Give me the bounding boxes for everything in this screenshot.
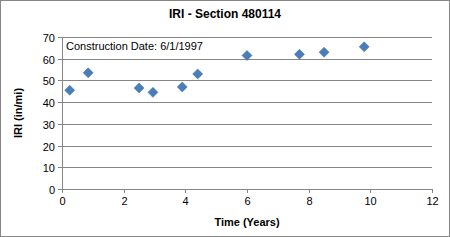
grid-line [62, 37, 432, 38]
y-tick-label: 0 [49, 184, 55, 196]
data-point [134, 83, 144, 93]
y-tick [58, 59, 62, 60]
data-point [148, 87, 158, 97]
x-tick-label: 2 [121, 195, 127, 207]
x-axis-label: Time (Years) [214, 216, 280, 228]
data-point [319, 47, 329, 57]
y-tick [58, 80, 62, 81]
y-tick-label: 30 [43, 119, 55, 131]
chart-container: 0 10 20 30 40 50 60 70 0 2 4 6 8 10 12 IRI - Section 48… [0, 0, 450, 237]
y-tick-label: 70 [43, 32, 55, 44]
y-tick [58, 124, 62, 125]
data-point [359, 42, 369, 52]
data-point [65, 85, 75, 95]
grid-line [62, 167, 432, 168]
grid-line [62, 124, 432, 125]
x-tick-label: 10 [364, 195, 376, 207]
x-tick [432, 189, 433, 193]
grid-line [62, 80, 432, 81]
y-tick [58, 37, 62, 38]
y-tick [58, 146, 62, 147]
y-axis-label: IRI (in/mi) [12, 88, 24, 138]
x-tick-label: 12 [426, 195, 438, 207]
data-point [242, 50, 252, 60]
chart-border [1, 1, 450, 237]
x-axis [62, 189, 432, 190]
y-axis [62, 37, 63, 189]
data-point [193, 69, 203, 79]
chart-title: IRI - Section 480114 [169, 7, 281, 21]
x-tick-label: 0 [59, 195, 65, 207]
annotation: Construction Date: 6/1/1997 [66, 40, 203, 52]
y-tick-label: 20 [43, 141, 55, 153]
y-tick-label: 40 [43, 97, 55, 109]
y-tick [58, 102, 62, 103]
data-point [83, 68, 93, 78]
points-group [65, 42, 369, 98]
x-tick-label: 8 [306, 195, 312, 207]
data-point [177, 82, 187, 92]
y-tick-label: 10 [43, 162, 55, 174]
y-tick [58, 189, 62, 190]
x-tick-label: 6 [244, 195, 250, 207]
grid-line [62, 146, 432, 147]
data-point [294, 49, 304, 59]
y-tick-label: 60 [43, 54, 55, 66]
x-tick-label: 4 [182, 195, 188, 207]
y-tick-label: 50 [43, 75, 55, 87]
chart-svg: 0 10 20 30 40 50 60 70 0 2 4 6 8 10 12 IRI - Section 48… [0, 0, 450, 237]
y-tick [58, 167, 62, 168]
grid-line [62, 102, 432, 103]
